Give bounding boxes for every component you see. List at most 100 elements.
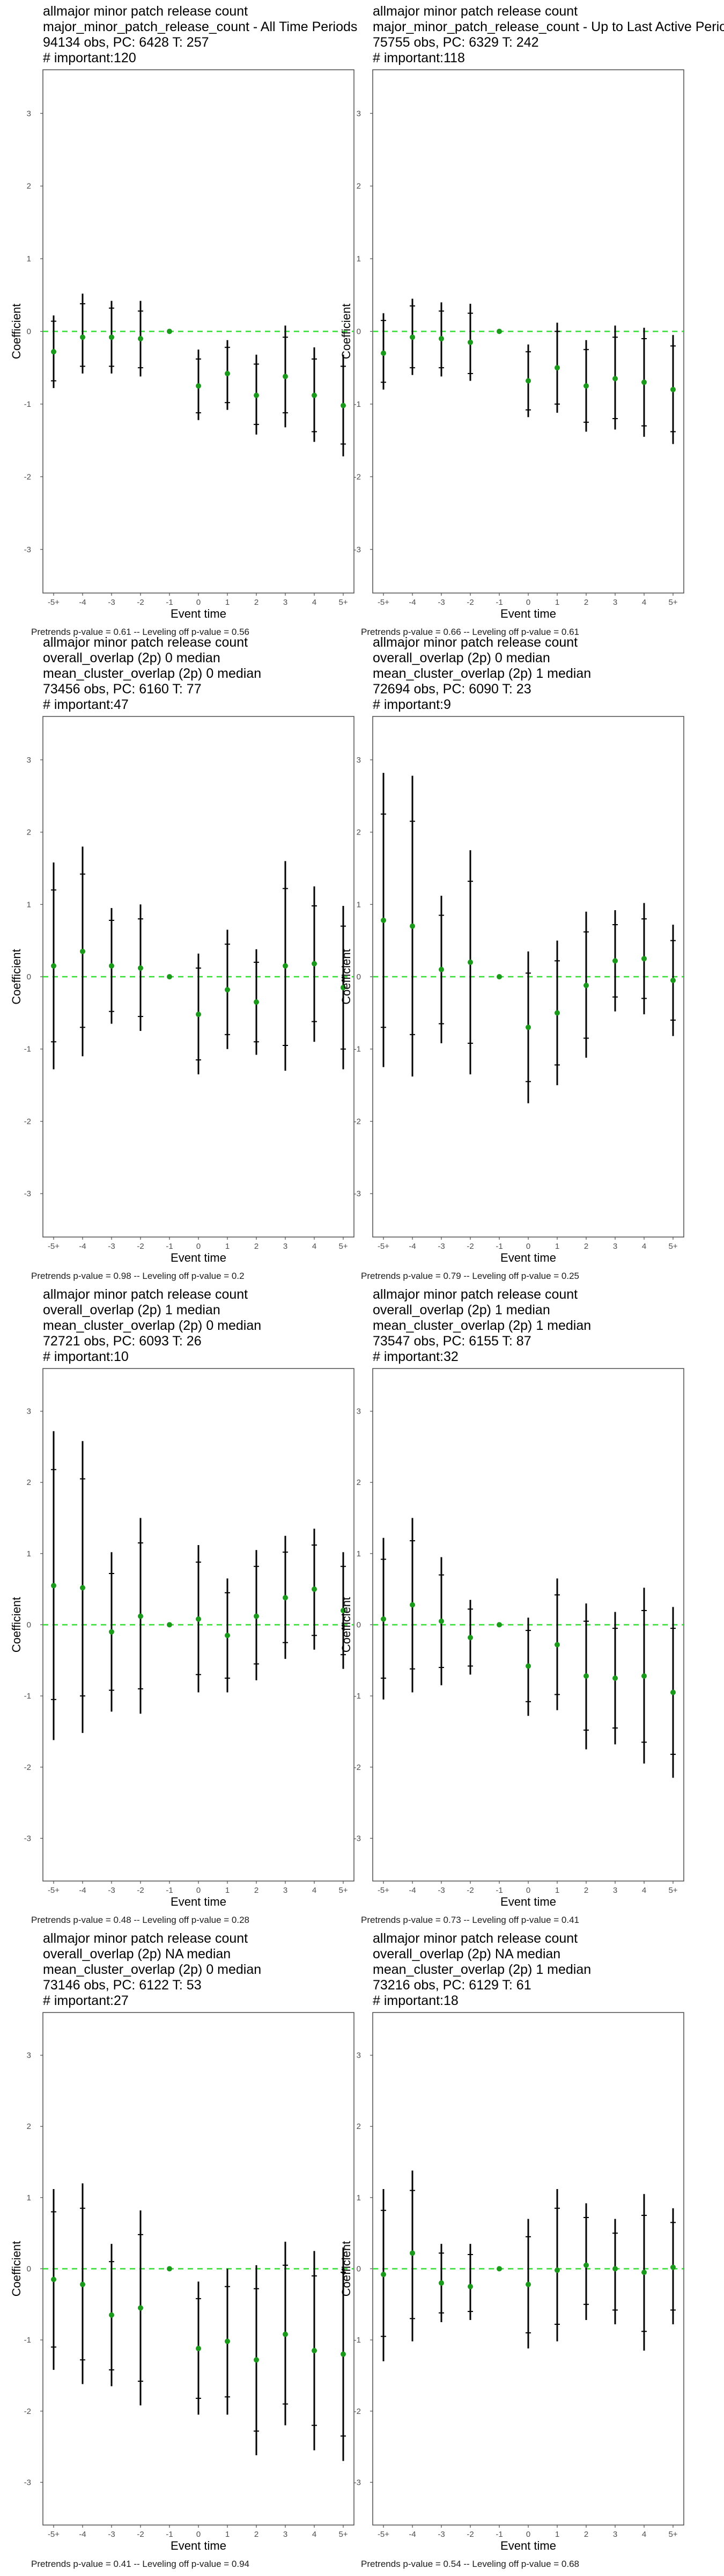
x-axis-label: Event time [500,1895,556,1908]
chart-title-line: overall_overlap (2p) 1 median [373,1302,550,1318]
chart-panel: allmajor minor patch release countmajor_… [10,4,357,637]
y-tick-label: 1 [357,254,361,264]
y-tick-label: 3 [357,109,361,118]
y-tick-label: 2 [357,1478,361,1487]
x-axis-label: Event time [500,1251,556,1264]
point-estimate [254,1613,259,1619]
x-tick-label: -1 [496,1886,503,1895]
x-tick-label: 2 [254,1886,258,1895]
point-estimate [283,1595,288,1601]
x-tick-label: -5+ [48,2530,60,2539]
x-tick-label: 5+ [668,1886,677,1895]
chart-title-line: allmajor minor patch release count [43,4,248,19]
chart-title-line: # important:47 [43,697,129,712]
chart-panel: allmajor minor patch release countoveral… [10,1931,354,2569]
chart-title-line: overall_overlap (2p) 1 median [43,1302,220,1318]
x-tick-label: 5+ [668,1242,677,1251]
x-tick-label: 0 [526,1242,530,1251]
chart-title-line: 75755 obs, PC: 6329 T: 242 [373,35,539,50]
x-tick-label: -2 [137,598,144,607]
chart-title-line: allmajor minor patch release count [373,4,578,19]
x-tick-label: 0 [526,2530,530,2539]
chart-title-line: # important:9 [373,697,451,712]
x-tick-label: -1 [166,1242,173,1251]
point-estimate [312,392,317,398]
y-tick-label: -2 [354,472,361,481]
y-axis-label: Coefficient [339,1597,353,1653]
point-estimate [526,2281,531,2287]
y-tick-label: 3 [27,756,31,765]
y-tick-label: -3 [354,545,361,554]
point-estimate [167,1622,172,1628]
point-estimate [109,334,114,340]
x-tick-label: 1 [555,1242,559,1251]
y-tick-label: 1 [27,900,31,909]
chart-title-line: # important:10 [43,1349,129,1364]
point-estimate [167,2266,172,2272]
chart-title-line: 72694 obs, PC: 6090 T: 23 [373,682,531,697]
point-estimate [641,379,647,385]
y-tick-label: 3 [27,1407,31,1416]
chart-title-line: allmajor minor patch release count [43,1931,248,1946]
y-tick-label: 1 [27,254,31,264]
x-axis-label: Event time [171,607,226,620]
point-estimate [410,1602,415,1608]
x-tick-label: -2 [137,1242,144,1251]
x-tick-label: 4 [312,1242,316,1251]
p-value-caption: Pretrends p-value = 0.48 -- Leveling off… [31,1915,249,1925]
chart-title-line: allmajor minor patch release count [373,635,578,650]
chart-title-line: allmajor minor patch release count [43,635,248,650]
y-tick-label: -2 [354,1117,361,1126]
point-estimate [497,2266,502,2272]
y-tick-label: -2 [24,472,31,481]
chart-panel: allmajor minor patch release countoveral… [10,635,354,1281]
chart-title-line: allmajor minor patch release count [43,1287,248,1302]
x-tick-label: 1 [555,598,559,607]
x-tick-label: -5+ [48,598,60,607]
point-estimate [583,383,589,389]
y-tick-label: -3 [24,2478,31,2487]
point-estimate [497,1622,502,1628]
x-tick-label: 0 [196,598,201,607]
x-tick-label: 5+ [668,2530,677,2539]
x-tick-label: 1 [225,1242,230,1251]
point-estimate [225,371,230,377]
point-estimate [80,948,85,954]
chart-title-line: 73456 obs, PC: 6160 T: 77 [43,682,202,697]
x-tick-label: 1 [555,2530,559,2539]
chart-title-line: overall_overlap (2p) 0 median [373,650,550,665]
x-tick-label: 5+ [338,1242,348,1251]
y-tick-label: 0 [357,1621,361,1630]
x-tick-label: 2 [254,2530,258,2539]
point-estimate [583,1673,589,1679]
chart-title-line: # important:27 [43,1993,129,2008]
point-estimate [51,963,56,969]
point-estimate [381,917,386,923]
x-tick-label: 0 [196,1242,201,1251]
x-tick-label: 2 [254,598,258,607]
x-tick-label: 3 [283,1886,287,1895]
x-tick-label: -4 [409,1886,416,1895]
point-estimate [51,349,56,355]
point-estimate [51,2277,56,2282]
point-estimate [381,1616,386,1622]
y-tick-label: 1 [27,2193,31,2202]
y-tick-label: 0 [357,2265,361,2274]
point-estimate [468,339,473,345]
point-estimate [283,963,288,969]
y-tick-label: 2 [357,182,361,191]
chart-panel: allmajor minor patch release countoveral… [10,1287,354,1925]
y-axis-label: Coefficient [339,304,353,360]
point-estimate [109,963,114,969]
y-tick-label: 0 [27,972,31,982]
point-estimate [612,376,618,382]
point-estimate [468,1635,473,1641]
point-estimate [381,350,386,356]
x-tick-label: 0 [196,2530,201,2539]
x-tick-label: -3 [438,1242,445,1251]
point-estimate [612,958,618,964]
chart-title-line: mean_cluster_overlap (2p) 0 median [43,1318,261,1333]
point-estimate [670,2264,676,2270]
point-estimate [612,2266,618,2272]
y-tick-label: 2 [27,828,31,837]
